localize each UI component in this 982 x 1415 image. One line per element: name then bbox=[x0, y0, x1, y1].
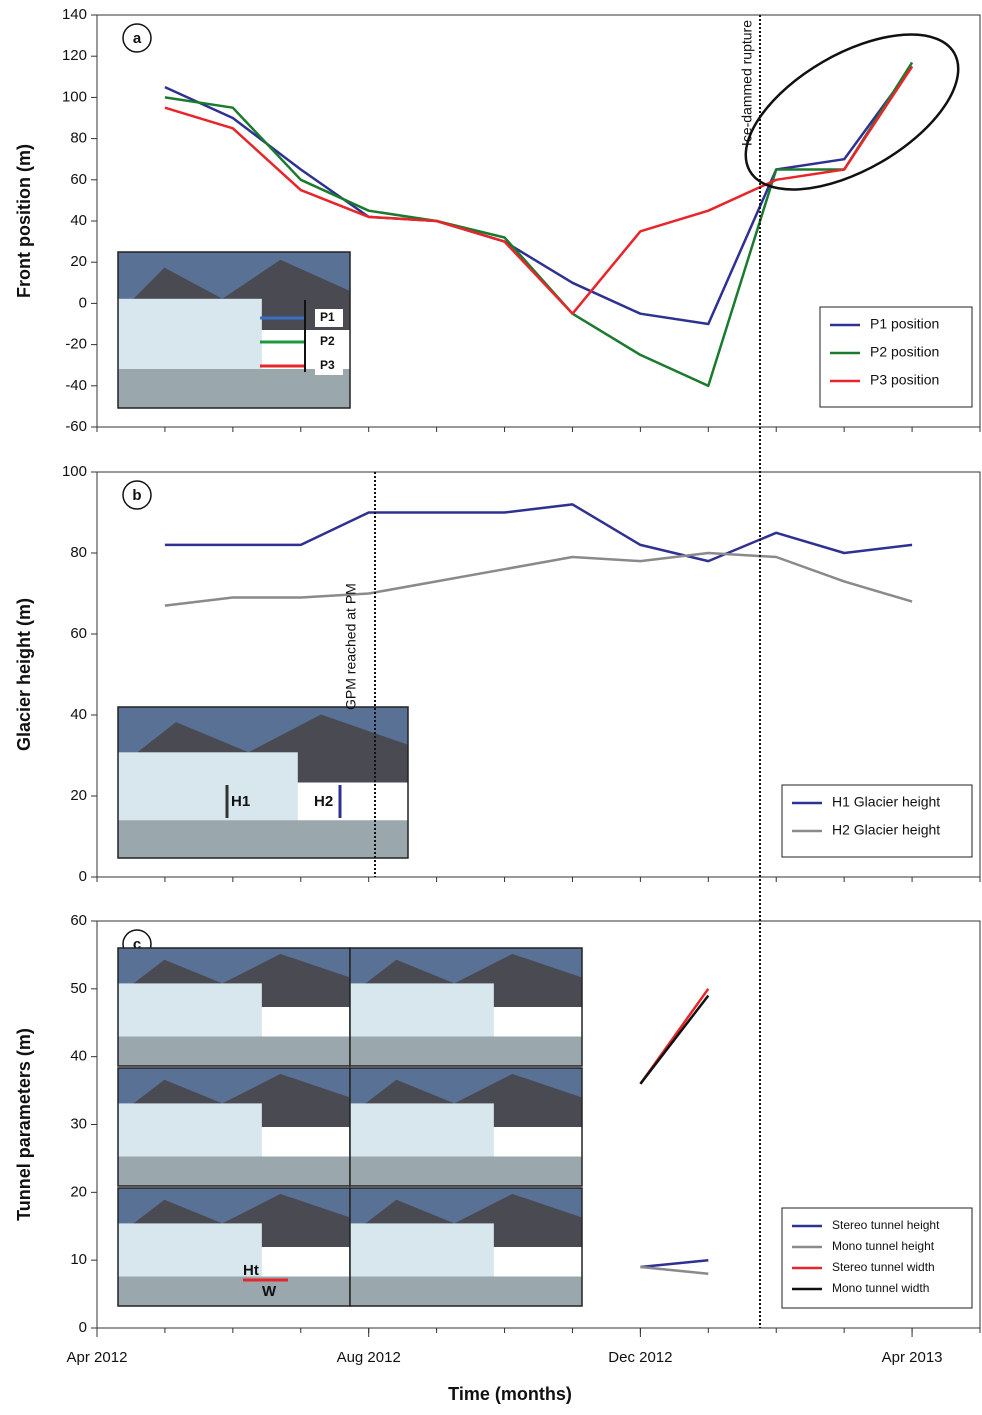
panel-letter: b bbox=[132, 487, 141, 504]
panel: 0 20 40 60 80 100 Glacier height (m) b H1 H2 H1 Gl… bbox=[14, 463, 980, 885]
y-tick-label: 140 bbox=[62, 6, 87, 23]
inset-label: Ht bbox=[243, 1262, 259, 1279]
inset-label: H2 bbox=[314, 793, 333, 810]
y-tick-label: 100 bbox=[62, 88, 87, 105]
y-axis-label: Front position (m) bbox=[14, 144, 34, 298]
y-tick-label: 80 bbox=[70, 544, 87, 561]
photo-water bbox=[118, 1157, 350, 1187]
annotation: GPM reached at PM bbox=[343, 583, 359, 710]
legend-label: H1 Glacier height bbox=[832, 794, 940, 810]
x-axis-label: Time (months) bbox=[448, 1384, 572, 1404]
photo-water bbox=[118, 820, 408, 858]
inset-label: H1 bbox=[231, 793, 250, 810]
y-tick-label: 10 bbox=[70, 1251, 87, 1268]
legend-label: Mono tunnel height bbox=[832, 1239, 935, 1253]
photo-ice bbox=[118, 299, 262, 374]
photo-water bbox=[118, 1277, 350, 1307]
y-axis-label: Tunnel parameters (m) bbox=[14, 1028, 34, 1221]
legend-label: P2 position bbox=[870, 344, 939, 360]
y-tick-label: 0 bbox=[79, 1319, 87, 1336]
figure: -60-40-20020406080100120140Front positio… bbox=[0, 0, 982, 1410]
photo-ice bbox=[118, 1223, 262, 1280]
y-tick-label: 20 bbox=[70, 253, 87, 270]
y-tick-label: 100 bbox=[62, 463, 87, 480]
photo-water bbox=[350, 1277, 582, 1307]
y-tick-label: 80 bbox=[70, 130, 87, 147]
panel: -60 -40 -20 0 20 40 60 80 100 120 140 Front positio… bbox=[14, 6, 980, 435]
x-tick-label: Dec 2012 bbox=[608, 1349, 672, 1366]
inset-label: P3 bbox=[320, 358, 335, 372]
photo-ice bbox=[350, 1223, 494, 1280]
y-tick-label: 30 bbox=[70, 1115, 87, 1132]
y-tick-label: 50 bbox=[70, 980, 87, 997]
y-tick-label: 0 bbox=[79, 294, 87, 311]
y-tick-label: -40 bbox=[65, 377, 87, 394]
photo-water bbox=[118, 1037, 350, 1067]
inset-label: W bbox=[262, 1283, 277, 1300]
y-tick-label: 0 bbox=[79, 868, 87, 885]
photo-ice bbox=[118, 1103, 262, 1160]
y-tick-label: 20 bbox=[70, 787, 87, 804]
legend-label: P1 position bbox=[870, 316, 939, 332]
y-tick-label: 60 bbox=[70, 171, 87, 188]
series-line bbox=[640, 1267, 708, 1274]
series-line bbox=[640, 1260, 708, 1267]
photo-ice bbox=[350, 983, 494, 1040]
photo-water bbox=[350, 1157, 582, 1187]
y-tick-label: 20 bbox=[70, 1183, 87, 1200]
photo-water bbox=[350, 1037, 582, 1067]
x-tick-label: Apr 2012 bbox=[67, 1349, 128, 1366]
y-tick-label: 40 bbox=[70, 1048, 87, 1065]
y-tick-label: 40 bbox=[70, 706, 87, 723]
x-tick-label: Apr 2013 bbox=[882, 1349, 943, 1366]
series-line bbox=[640, 996, 708, 1084]
photo-ice bbox=[118, 752, 298, 824]
inset-label: P1 bbox=[320, 310, 335, 324]
legend-label: H2 Glacier height bbox=[832, 822, 940, 838]
y-axis-label: Glacier height (m) bbox=[14, 598, 34, 751]
y-tick-label: -20 bbox=[65, 336, 87, 353]
legend-label: Stereo tunnel height bbox=[832, 1218, 940, 1232]
photo-ice bbox=[118, 983, 262, 1040]
series-line bbox=[165, 62, 912, 385]
inset-label: P2 bbox=[320, 334, 335, 348]
y-tick-label: 40 bbox=[70, 212, 87, 229]
panel-letter: a bbox=[133, 30, 142, 47]
y-tick-label: 60 bbox=[70, 625, 87, 642]
y-tick-label: 60 bbox=[70, 912, 87, 929]
series-line bbox=[165, 504, 912, 561]
series-line bbox=[165, 553, 912, 606]
x-tick-label: Aug 2012 bbox=[337, 1349, 401, 1366]
y-tick-label: 120 bbox=[62, 47, 87, 64]
legend-label: Mono tunnel width bbox=[832, 1281, 929, 1295]
photo-ice bbox=[350, 1103, 494, 1160]
panel: 0 10 20 30 40 50 60 Apr 2012 Aug 2012 Dec 2012 Apr… bbox=[14, 912, 980, 1404]
legend-label: Stereo tunnel width bbox=[832, 1260, 935, 1274]
y-tick-label: -60 bbox=[65, 418, 87, 435]
annotation: Ice-dammed rupture bbox=[739, 20, 755, 146]
legend-label: P3 position bbox=[870, 372, 939, 388]
